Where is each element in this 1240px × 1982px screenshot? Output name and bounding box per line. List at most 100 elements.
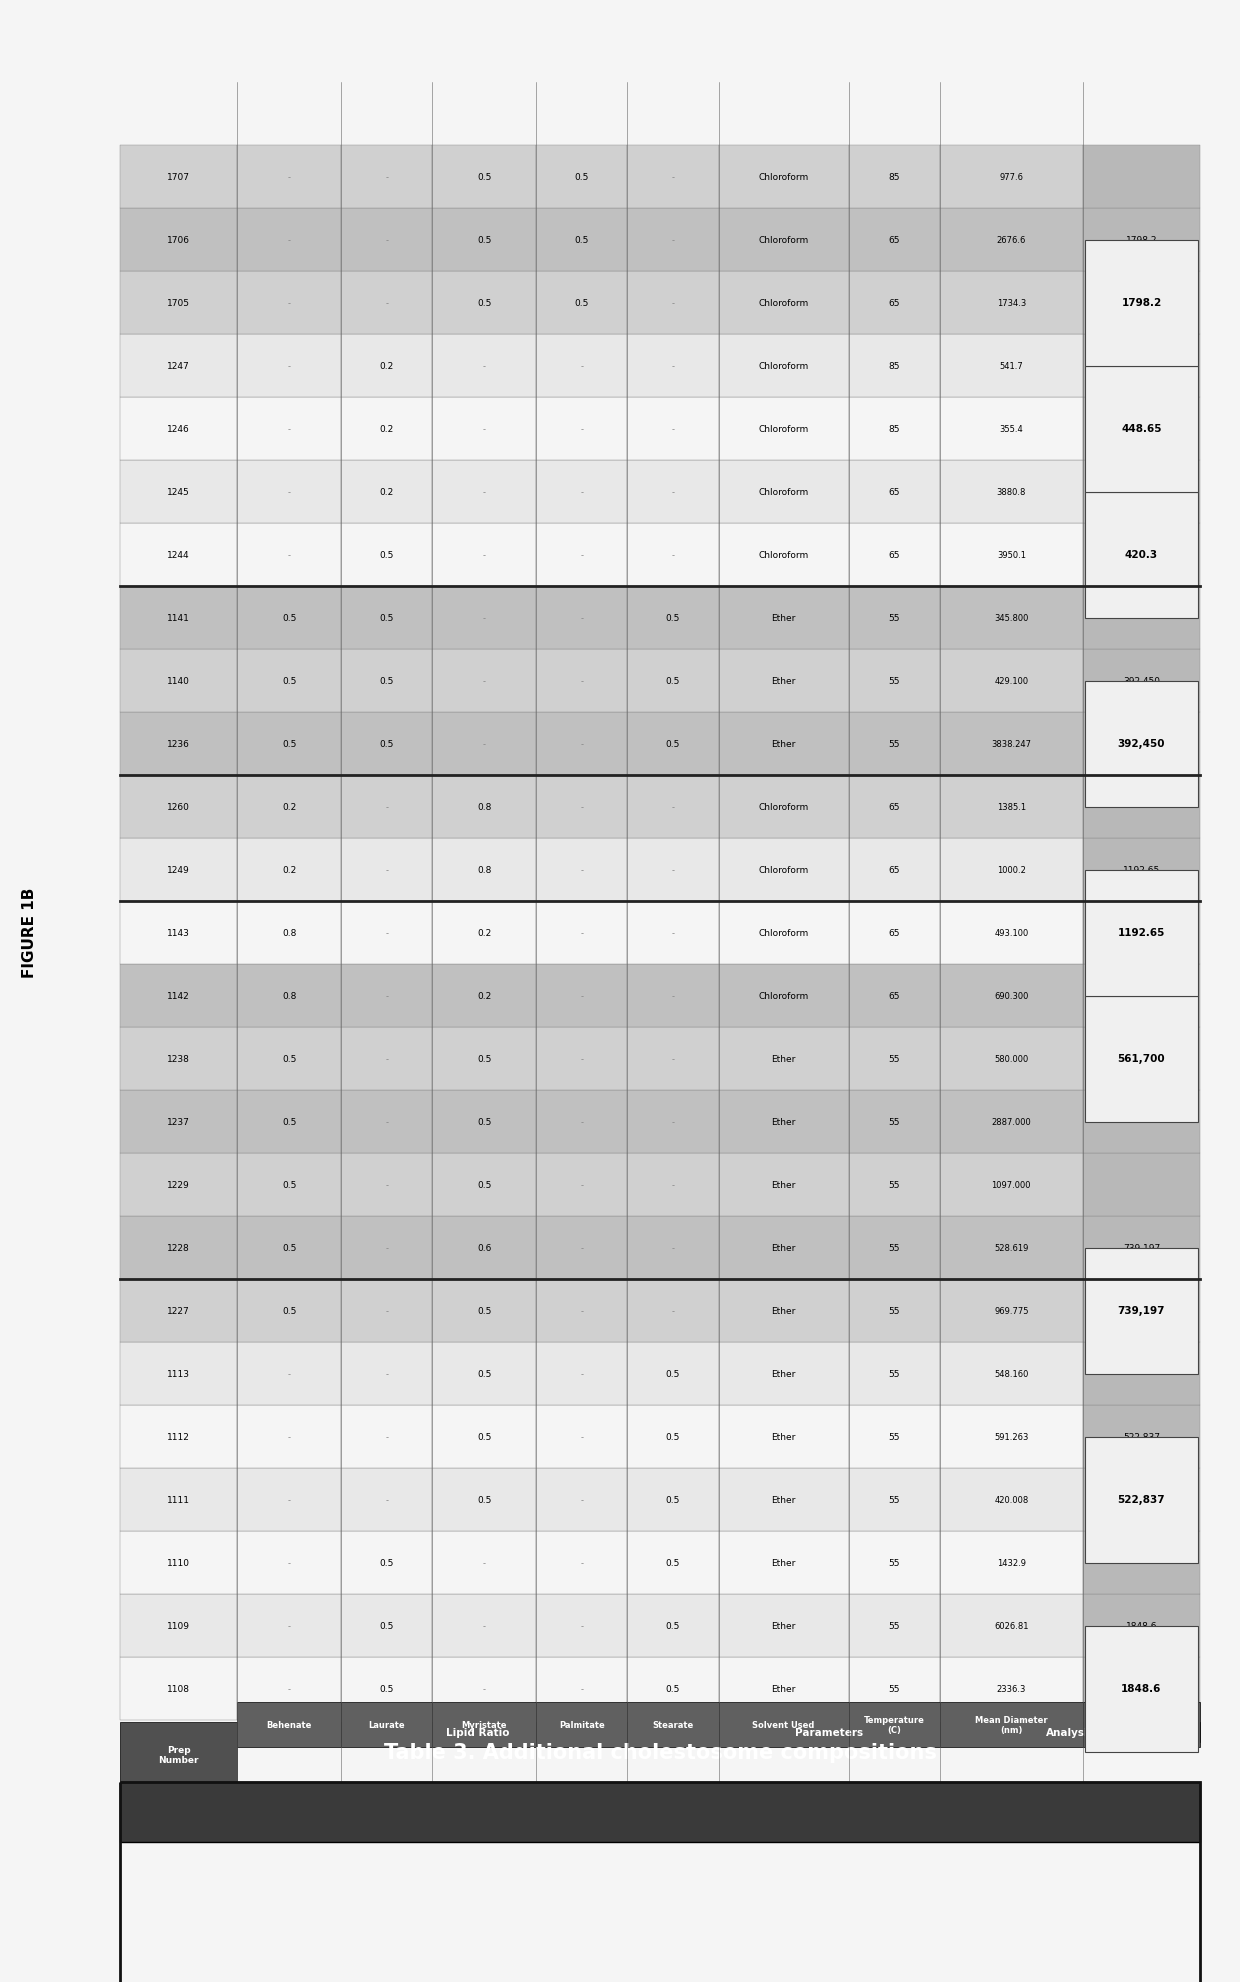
Text: -: -	[580, 1054, 584, 1064]
Bar	[120, 1217, 237, 1278]
Text: 690.300: 690.300	[994, 991, 1028, 1001]
Bar	[940, 838, 1083, 902]
Bar	[341, 714, 433, 775]
Bar	[433, 1342, 537, 1405]
Bar	[718, 1027, 848, 1090]
Text: Chloroform: Chloroform	[759, 424, 808, 434]
Text: -: -	[672, 551, 675, 559]
Text: 0.2: 0.2	[379, 488, 394, 497]
Bar	[1083, 587, 1200, 650]
Bar	[433, 650, 537, 714]
Bar	[433, 587, 537, 650]
Text: 85: 85	[889, 424, 900, 434]
Bar	[433, 1278, 537, 1342]
Bar	[237, 1154, 341, 1217]
Text: Chloroform: Chloroform	[759, 551, 808, 559]
Text: 1229: 1229	[167, 1181, 190, 1189]
Bar	[341, 965, 433, 1027]
Bar	[627, 1342, 718, 1405]
Text: 1143: 1143	[167, 928, 190, 937]
Text: 1112: 1112	[167, 1433, 190, 1441]
Text: 55: 55	[889, 1118, 900, 1126]
Bar	[537, 1703, 627, 1746]
Text: 0.5: 0.5	[281, 1181, 296, 1189]
Bar	[940, 775, 1083, 838]
Bar	[237, 1027, 341, 1090]
Text: 0.5: 0.5	[666, 739, 681, 749]
Bar	[341, 147, 433, 208]
Text: -: -	[580, 991, 584, 1001]
Bar	[120, 523, 237, 587]
Bar	[627, 335, 718, 398]
Text: -: -	[672, 299, 675, 307]
Bar	[627, 902, 718, 965]
Text: 0.2: 0.2	[477, 991, 491, 1001]
Bar	[718, 838, 848, 902]
Text: 0.5: 0.5	[666, 676, 681, 686]
Text: Chloroform: Chloroform	[759, 299, 808, 307]
Text: 429.100: 429.100	[994, 676, 1028, 686]
Bar	[341, 1217, 433, 1278]
Bar	[237, 1594, 341, 1657]
Text: 55: 55	[889, 739, 900, 749]
Text: 0.5: 0.5	[379, 1685, 394, 1693]
Bar	[718, 587, 848, 650]
Bar	[627, 208, 718, 272]
Text: -: -	[672, 928, 675, 937]
Text: 1705: 1705	[167, 299, 190, 307]
Bar	[627, 1594, 718, 1657]
Bar	[1083, 1594, 1200, 1657]
Text: -: -	[580, 488, 584, 497]
Text: Chloroform: Chloroform	[759, 866, 808, 874]
Bar	[341, 1532, 433, 1594]
Text: 1192.65: 1192.65	[1117, 928, 1166, 937]
Bar	[433, 398, 537, 460]
Bar	[237, 1469, 341, 1532]
Text: 1385.1: 1385.1	[997, 803, 1025, 811]
Text: -: -	[386, 1370, 388, 1377]
Text: 3880.8: 3880.8	[997, 488, 1025, 497]
Text: -: -	[580, 1685, 584, 1693]
Text: 561,700: 561,700	[1117, 1054, 1166, 1064]
Text: 0.5: 0.5	[379, 1558, 394, 1568]
Text: 345.800: 345.800	[994, 614, 1028, 622]
Bar	[120, 1657, 237, 1720]
Text: -: -	[288, 1685, 290, 1693]
Bar	[1083, 1090, 1200, 1154]
Bar	[1083, 1342, 1200, 1405]
Text: 561,700: 561,700	[1123, 991, 1161, 1001]
Bar	[1083, 1217, 1200, 1278]
Bar	[1085, 997, 1198, 1122]
Bar	[433, 1027, 537, 1090]
Text: 55: 55	[889, 1558, 900, 1568]
Text: 969.775: 969.775	[994, 1306, 1028, 1316]
Text: Ether: Ether	[771, 1433, 796, 1441]
Bar	[718, 272, 848, 335]
Text: -: -	[482, 488, 486, 497]
Bar	[537, 1027, 627, 1090]
Text: 65: 65	[889, 991, 900, 1001]
Text: -: -	[672, 424, 675, 434]
Text: 55: 55	[889, 1181, 900, 1189]
Bar	[341, 1405, 433, 1469]
Text: Temperature
(C): Temperature (C)	[864, 1714, 925, 1734]
Text: 0.2: 0.2	[379, 424, 394, 434]
Bar	[120, 398, 237, 460]
Text: Chloroform: Chloroform	[759, 172, 808, 182]
Bar	[1083, 1154, 1200, 1217]
Text: 55: 55	[889, 1243, 900, 1253]
Bar	[341, 1469, 433, 1532]
Bar	[341, 523, 433, 587]
Text: 591.263: 591.263	[994, 1433, 1028, 1441]
Bar	[120, 714, 237, 775]
Bar	[537, 1154, 627, 1217]
Bar	[848, 587, 940, 650]
Bar	[120, 1782, 1200, 1982]
Text: -: -	[672, 363, 675, 371]
Text: -: -	[580, 614, 584, 622]
Bar	[848, 1594, 940, 1657]
Bar	[537, 335, 627, 398]
Bar	[433, 1469, 537, 1532]
Bar	[940, 587, 1083, 650]
Bar	[718, 965, 848, 1027]
